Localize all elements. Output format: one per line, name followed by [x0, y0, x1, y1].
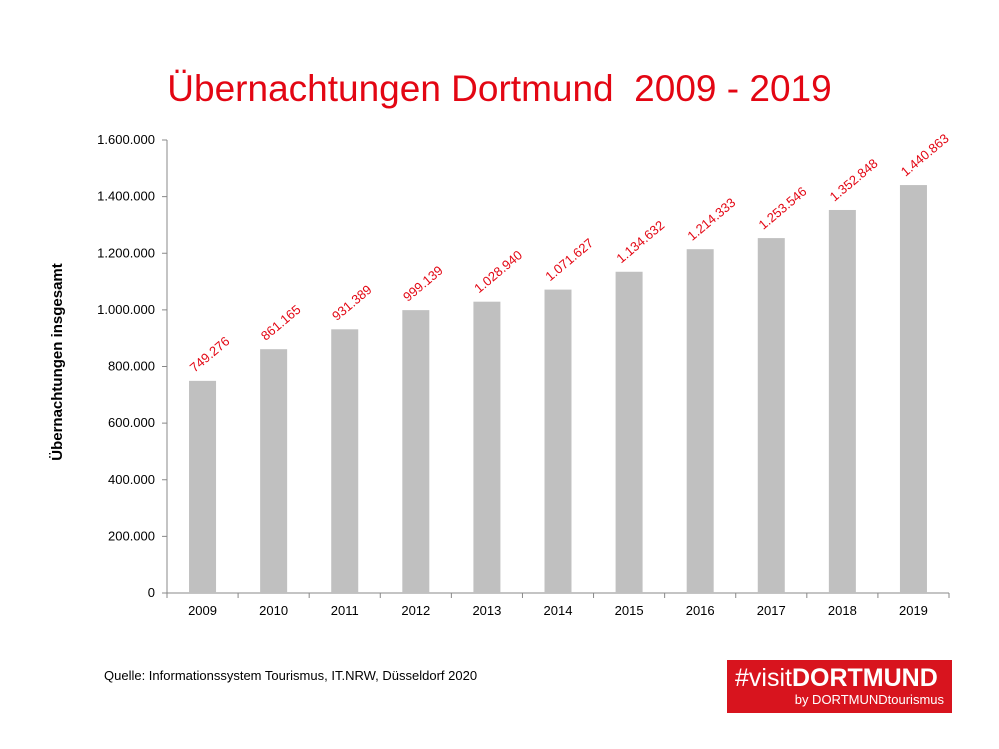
y-tick-label: 1.200.000 — [97, 245, 155, 260]
y-tick-label: 0 — [148, 585, 155, 600]
data-label: 999.139 — [400, 263, 446, 305]
bar — [189, 380, 217, 593]
x-tick-label: 2016 — [686, 603, 715, 618]
logo-brand: DORTMUND — [791, 664, 938, 692]
data-label: 1.352.848 — [827, 156, 881, 205]
data-label: 1.440.863 — [898, 131, 952, 180]
x-tick-label: 2011 — [331, 603, 359, 618]
x-tick-label: 2012 — [401, 603, 430, 618]
x-tick-label: 2019 — [899, 603, 928, 618]
data-label: 1.071.627 — [542, 235, 596, 284]
y-tick-label: 800.000 — [108, 359, 155, 374]
bar — [473, 301, 501, 593]
logo-tagline: by DORTMUNDtourismus — [794, 692, 944, 707]
data-label: 1.214.333 — [684, 195, 738, 244]
y-tick-label: 1.600.000 — [97, 132, 155, 147]
bar — [828, 209, 856, 593]
bar — [331, 329, 359, 593]
data-label: 1.134.632 — [613, 217, 667, 266]
data-label: 931.389 — [329, 282, 375, 324]
bar — [615, 271, 643, 593]
source-note: Quelle: Informationssystem Tourismus, IT… — [104, 668, 478, 683]
data-label: 1.253.546 — [756, 184, 810, 233]
y-tick-label: 1.400.000 — [97, 189, 155, 204]
bar — [899, 185, 927, 593]
visit-dortmund-logo: #visitDORTMUND by DORTMUNDtourismus — [727, 660, 952, 713]
x-tick-label: 2017 — [757, 603, 786, 618]
chart-title: Übernachtungen Dortmund 2009 - 2019 — [167, 68, 832, 109]
x-tick-label: 2009 — [188, 603, 217, 618]
y-tick-label: 1.000.000 — [97, 302, 155, 317]
x-tick-label: 2014 — [544, 603, 573, 618]
x-tick-label: 2018 — [828, 603, 857, 618]
x-tick-label: 2010 — [259, 603, 288, 618]
data-label: 1.028.940 — [471, 247, 525, 296]
y-tick-label: 200.000 — [108, 528, 155, 543]
logo-prefix: #visit — [735, 664, 792, 692]
y-tick-label: 600.000 — [108, 415, 155, 430]
x-tick-label: 2013 — [472, 603, 501, 618]
bar — [260, 349, 288, 593]
bar — [544, 289, 572, 593]
x-tick-label: 2015 — [615, 603, 644, 618]
bar — [686, 249, 714, 594]
y-axis-title: Übernachtungen insgesamt — [49, 263, 66, 461]
data-label: 749.276 — [187, 333, 233, 375]
bar — [757, 238, 785, 593]
bar — [402, 310, 430, 593]
data-label: 861.165 — [258, 302, 304, 344]
y-tick-label: 400.000 — [108, 472, 155, 487]
